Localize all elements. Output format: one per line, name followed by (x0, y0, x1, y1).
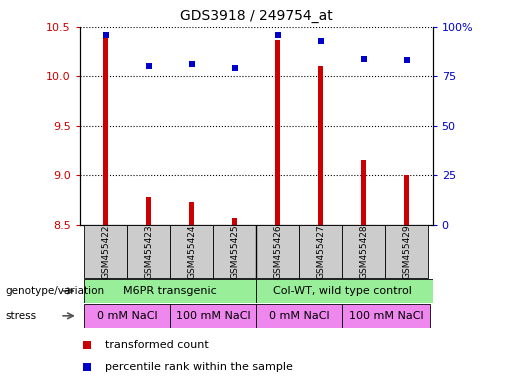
Text: 100 mM NaCl: 100 mM NaCl (176, 311, 250, 321)
Bar (256, 279, 433, 303)
Text: percentile rank within the sample: percentile rank within the sample (105, 362, 293, 372)
Text: stress: stress (5, 311, 36, 321)
Text: GSM455426: GSM455426 (273, 224, 282, 279)
Text: 0 mM NaCl: 0 mM NaCl (269, 311, 330, 321)
Text: genotype/variation: genotype/variation (5, 286, 104, 296)
Bar (232, 218, 237, 225)
Text: transformed count: transformed count (105, 340, 208, 350)
Text: 100 mM NaCl: 100 mM NaCl (349, 311, 424, 321)
Bar (318, 66, 323, 225)
Bar (385, 225, 428, 278)
Text: GSM455428: GSM455428 (359, 224, 368, 279)
Text: M6PR transgenic: M6PR transgenic (123, 286, 217, 296)
Text: GSM455424: GSM455424 (187, 224, 196, 279)
Text: GSM455427: GSM455427 (316, 224, 325, 279)
Bar (84, 304, 170, 328)
Text: GSM455425: GSM455425 (230, 224, 239, 279)
Bar (84, 225, 127, 278)
Bar (404, 175, 409, 225)
Text: Col-WT, wild type control: Col-WT, wild type control (273, 286, 411, 296)
Bar (361, 161, 366, 225)
Bar (84, 279, 256, 303)
Bar (170, 304, 256, 328)
Bar (256, 304, 342, 328)
Bar (342, 225, 385, 278)
Bar (256, 225, 299, 278)
Bar (170, 225, 213, 278)
Text: GSM455429: GSM455429 (402, 224, 411, 279)
Bar (189, 202, 194, 225)
Bar (275, 40, 280, 225)
Bar (127, 225, 170, 278)
Text: 0 mM NaCl: 0 mM NaCl (97, 311, 158, 321)
Bar (299, 225, 342, 278)
Bar (342, 304, 431, 328)
Title: GDS3918 / 249754_at: GDS3918 / 249754_at (180, 9, 333, 23)
Text: GSM455422: GSM455422 (101, 224, 110, 279)
Bar (103, 34, 108, 225)
Bar (213, 225, 256, 278)
Bar (146, 197, 151, 225)
Text: GSM455423: GSM455423 (144, 224, 153, 279)
